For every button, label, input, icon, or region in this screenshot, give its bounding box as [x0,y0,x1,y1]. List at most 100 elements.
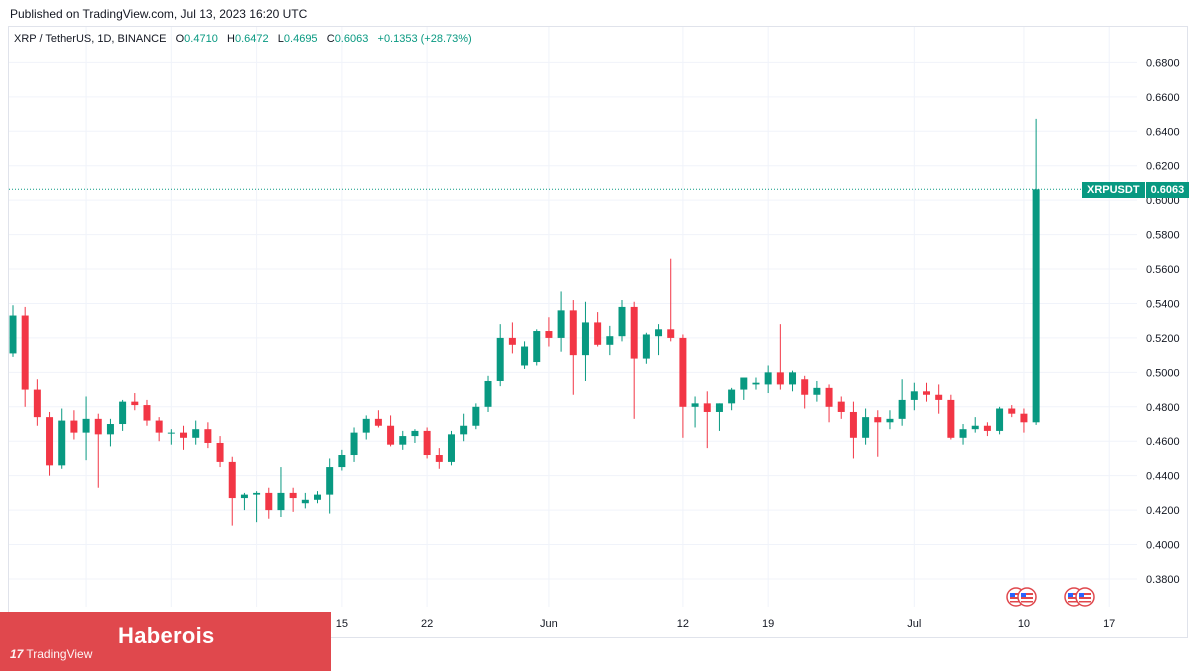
candle[interactable] [350,427,358,462]
candle-body [533,331,541,363]
candle[interactable] [557,291,565,352]
candle[interactable] [240,492,248,511]
candle[interactable] [606,325,614,356]
candle[interactable] [496,324,504,387]
candle[interactable] [338,449,346,471]
candle[interactable] [1020,408,1028,433]
candle[interactable] [484,375,492,412]
candle[interactable] [581,301,589,381]
candle[interactable] [180,425,188,450]
candle[interactable] [21,306,29,407]
candle[interactable] [874,410,882,457]
candle[interactable] [971,417,979,433]
candle[interactable] [508,322,516,354]
candle[interactable] [789,370,797,392]
candle[interactable] [569,300,577,395]
candle[interactable] [679,334,687,438]
tradingview-label: TradingView [26,647,93,661]
candle[interactable] [204,422,212,449]
candle[interactable] [289,487,297,512]
candle[interactable] [216,436,224,468]
candle[interactable] [228,456,236,526]
candle[interactable] [935,384,943,414]
candle[interactable] [983,422,991,437]
candle[interactable] [594,312,602,347]
candle-body [825,387,833,407]
candle[interactable] [667,258,675,342]
candle[interactable] [862,408,870,445]
candle[interactable] [435,448,443,469]
candle[interactable] [521,341,529,369]
candle[interactable] [776,324,784,390]
candle[interactable] [46,411,54,476]
candle[interactable] [764,365,772,394]
candle[interactable] [265,487,273,519]
candle[interactable] [630,301,638,419]
candle[interactable] [82,396,90,461]
candle[interactable] [691,396,699,428]
candle[interactable] [411,429,419,443]
candle[interactable] [399,430,407,450]
candle[interactable] [703,391,711,449]
candle[interactable] [119,399,127,431]
candle[interactable] [996,406,1004,435]
candle[interactable] [362,415,370,440]
candle[interactable] [131,393,139,411]
candle[interactable] [813,380,821,402]
candle[interactable] [155,417,163,442]
candle[interactable] [1008,405,1016,418]
candle-body [484,380,492,407]
candle[interactable] [642,332,650,364]
candle[interactable] [801,375,809,409]
candle[interactable] [947,394,955,440]
candle[interactable] [837,396,845,419]
candle[interactable] [58,408,66,469]
candle[interactable] [314,491,321,504]
candle-body [399,436,407,445]
candle[interactable] [33,379,41,426]
us-flag-event-icon-4[interactable] [1074,587,1096,607]
candle[interactable] [898,379,906,426]
candle-body [180,432,188,438]
candle[interactable] [277,467,285,518]
candle[interactable] [326,458,334,514]
candle[interactable] [192,420,200,445]
candle[interactable] [849,401,857,459]
candle[interactable] [253,491,261,523]
candle[interactable] [472,403,480,430]
candle[interactable] [752,377,760,390]
candle[interactable] [143,399,151,426]
candle[interactable] [923,382,930,402]
candle-body [703,403,711,412]
candle[interactable] [447,430,455,466]
candle[interactable] [70,410,78,440]
us-flag-event-icon-2[interactable] [1016,587,1038,607]
candle[interactable] [167,429,175,445]
y-tick-label: 0.3800 [1146,574,1180,586]
candle[interactable] [618,300,626,342]
candle[interactable] [715,403,723,431]
candle[interactable] [533,329,541,366]
candle[interactable] [374,410,382,428]
candle[interactable] [301,492,309,509]
candle[interactable] [728,387,736,411]
legend-low-label: L [277,33,284,45]
candle-body [983,425,991,431]
candle[interactable] [106,418,114,447]
candle[interactable] [959,424,967,445]
tradingview-logo[interactable]: 17 TradingView [10,647,92,661]
candle[interactable] [825,384,833,423]
candle[interactable] [886,410,894,430]
candle[interactable] [545,317,553,347]
candle[interactable] [1032,118,1040,425]
candle[interactable] [910,382,918,411]
candle[interactable] [9,305,17,357]
candle[interactable] [423,427,431,459]
legend-open: 0.4710 [184,33,218,45]
candle[interactable] [460,413,468,442]
candle[interactable] [740,377,748,400]
candle[interactable] [387,415,395,447]
candle[interactable] [94,413,102,488]
candle[interactable] [655,324,663,356]
